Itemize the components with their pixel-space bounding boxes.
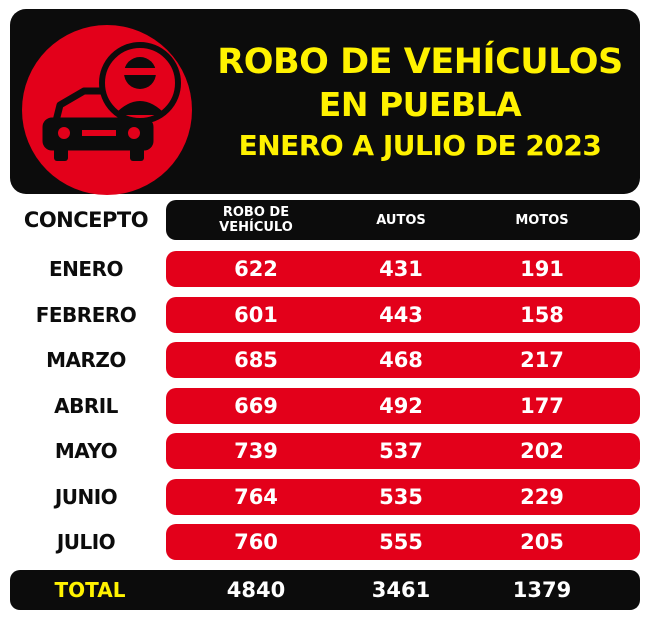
cell-autos-value: 431 — [379, 257, 423, 281]
column-header-autos: AUTOS — [376, 212, 426, 228]
cell-motos-value: 217 — [520, 348, 564, 372]
column-header-robo-line2: VEHÍCULO — [219, 220, 293, 235]
table-row: 622 431 191 — [166, 251, 640, 287]
table-row: 760 555 205 — [166, 524, 640, 560]
cell-autos-value: 535 — [379, 485, 423, 509]
column-header-bar: ROBO DE VEHÍCULO AUTOS MOTOS — [166, 200, 640, 240]
total-autos-value: 3461 — [371, 578, 431, 602]
title-line-3: ENERO A JULIO DE 2023 — [238, 129, 602, 162]
table-row: 601 443 158 — [166, 297, 640, 333]
title-line-1: ROBO DE VEHÍCULOS — [217, 42, 623, 82]
column-header-robo-line1: ROBO DE — [222, 205, 290, 220]
cell-autos-value: 443 — [379, 303, 423, 327]
row-label: JUNIO — [54, 485, 118, 509]
table-row: 685 468 217 — [166, 342, 640, 378]
row-label: MARZO — [46, 348, 126, 372]
column-header-motos: MOTOS — [515, 212, 569, 228]
total-motos-value: 1379 — [512, 578, 572, 602]
cell-robo-value: 622 — [234, 257, 278, 281]
cell-motos-value: 205 — [520, 530, 564, 554]
cell-robo-value: 764 — [234, 485, 278, 509]
row-header-label: CONCEPTO — [23, 208, 149, 232]
title-line-2: EN PUEBLA — [318, 85, 522, 124]
total-row: TOTAL 4840 3461 1379 — [10, 570, 640, 610]
cell-motos-value: 229 — [520, 485, 564, 509]
table-row: 739 537 202 — [166, 433, 640, 469]
cell-motos-value: 158 — [520, 303, 564, 327]
table-row: 669 492 177 — [166, 388, 640, 424]
cell-motos-value: 202 — [520, 439, 564, 463]
row-label: MAYO — [54, 439, 118, 463]
column-header-robo: ROBO DE VEHÍCULO — [191, 200, 321, 240]
cell-autos-value: 492 — [379, 394, 423, 418]
car-thief-icon — [22, 25, 192, 195]
cell-robo-value: 685 — [234, 348, 278, 372]
cell-autos-value: 555 — [379, 530, 423, 554]
cell-motos-value: 177 — [520, 394, 564, 418]
title-banner: ROBO DE VEHÍCULOS EN PUEBLA ENERO A JULI… — [10, 9, 640, 195]
cell-robo-value: 669 — [234, 394, 278, 418]
total-label: TOTAL — [54, 578, 126, 602]
cell-autos-value: 468 — [379, 348, 423, 372]
cell-motos-value: 191 — [520, 257, 564, 281]
row-label: FEBRERO — [35, 303, 137, 327]
cell-autos-value: 537 — [379, 439, 423, 463]
row-label: ENERO — [49, 257, 123, 281]
table-row: 764 535 229 — [166, 479, 640, 515]
cell-robo-value: 739 — [234, 439, 278, 463]
cell-robo-value: 601 — [234, 303, 278, 327]
row-label: JULIO — [56, 530, 116, 554]
cell-robo-value: 760 — [234, 530, 278, 554]
total-robo-value: 4840 — [226, 578, 286, 602]
row-label: ABRIL — [54, 394, 118, 418]
title-block: ROBO DE VEHÍCULOS EN PUEBLA ENERO A JULI… — [200, 41, 640, 166]
